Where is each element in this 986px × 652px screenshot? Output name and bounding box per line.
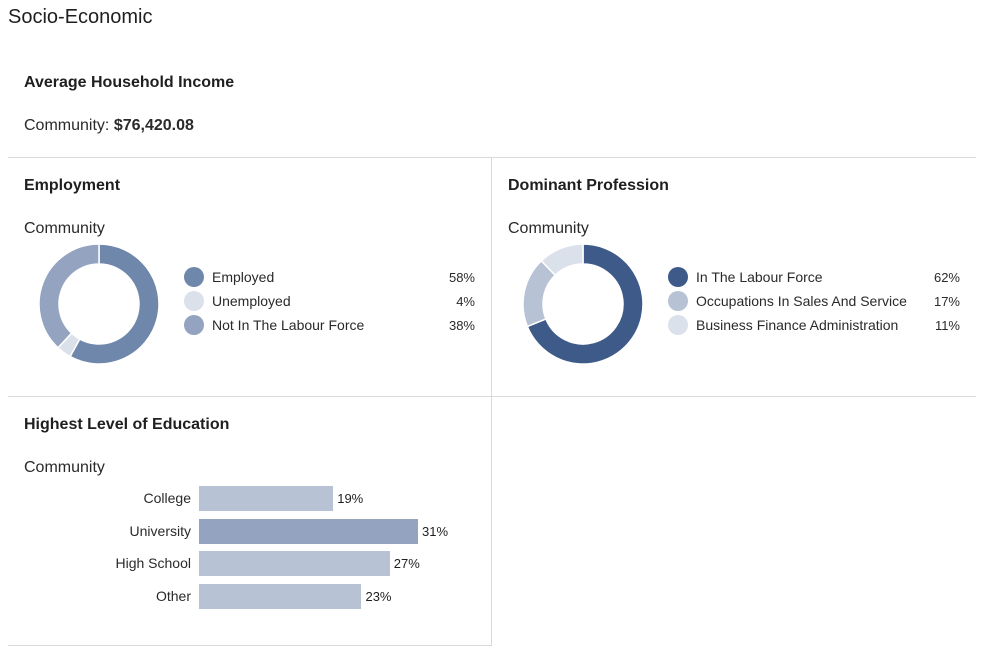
profession-legend-label: Business Finance Administration [696,317,899,333]
divider-top [8,157,976,158]
employment-legend-percent: 38% [448,318,475,333]
employment-legend-percent: 58% [448,270,475,285]
profession-legend-percent: 11% [934,318,960,333]
employment-legend-item: Unemployed 4% [184,290,475,312]
education-bar-label: Other [155,588,191,605]
education-bar-value: 19% [337,491,364,506]
employment-legend-swatch [184,291,204,311]
profession-legend-label: Occupations In Sales And Service [696,293,907,309]
education-bar [199,486,334,511]
profession-legend-swatch [668,291,688,311]
income-section-title: Average Household Income [24,74,235,91]
employment-legend-swatch [184,315,204,335]
education-bar [199,551,390,577]
profession-donut-chart [522,243,644,365]
profession-donut-slice-2 [540,243,584,277]
education-bar-label: University [129,522,191,539]
profession-community-label: Community [508,220,589,237]
profession-legend-item: Occupations In Sales And Service 17% [668,290,960,312]
employment-legend-item: Employed 58% [184,266,475,288]
employment-legend-item: Not In The Labour Force 38% [184,314,475,336]
employment-donut-slice-2 [38,243,100,349]
profession-legend-item: Business Finance Administration 11% [668,314,960,336]
profession-legend-percent: 62% [933,270,960,285]
education-bar-label: College [143,490,191,506]
profession-legend-percent: 17% [933,294,960,309]
income-label: Community: [24,117,110,134]
education-bar-value: 27% [393,556,420,572]
employment-section-title: Employment [24,177,121,194]
employment-donut-chart [38,243,160,365]
employment-community-label: Community [24,220,105,237]
divider-bottom [8,645,492,646]
income-value: $76,420.08 [113,117,194,134]
employment-legend-percent: 4% [456,294,475,309]
education-bar [199,518,418,544]
employment-legend-label: Employed [212,269,275,285]
employment-donut-slice-0 [69,243,160,365]
profession-legend-item: In The Labour Force 62% [668,266,960,288]
education-community-label: Community [24,459,105,476]
education-bar-value: 23% [365,589,392,605]
divider-vertical [491,157,492,646]
education-bar [199,584,362,610]
education-section-title: Highest Level of Education [24,416,230,433]
income-line: Community: $76,420.08 [24,117,194,135]
employment-legend-label: Unemployed [212,293,291,309]
divider-middle [8,396,976,397]
employment-legend-swatch [184,267,204,287]
education-bar-value: 31% [422,523,449,539]
profession-section-title: Dominant Profession [508,177,669,194]
profession-legend-swatch [668,315,688,335]
page-title: Socio-Economic [8,6,153,28]
profession-donut-slice-0 [526,243,644,365]
profession-legend-swatch [668,267,688,287]
employment-legend-label: Not In The Labour Force [212,317,365,333]
education-bar-label: High School [115,555,192,572]
profession-legend-label: In The Labour Force [696,269,823,285]
